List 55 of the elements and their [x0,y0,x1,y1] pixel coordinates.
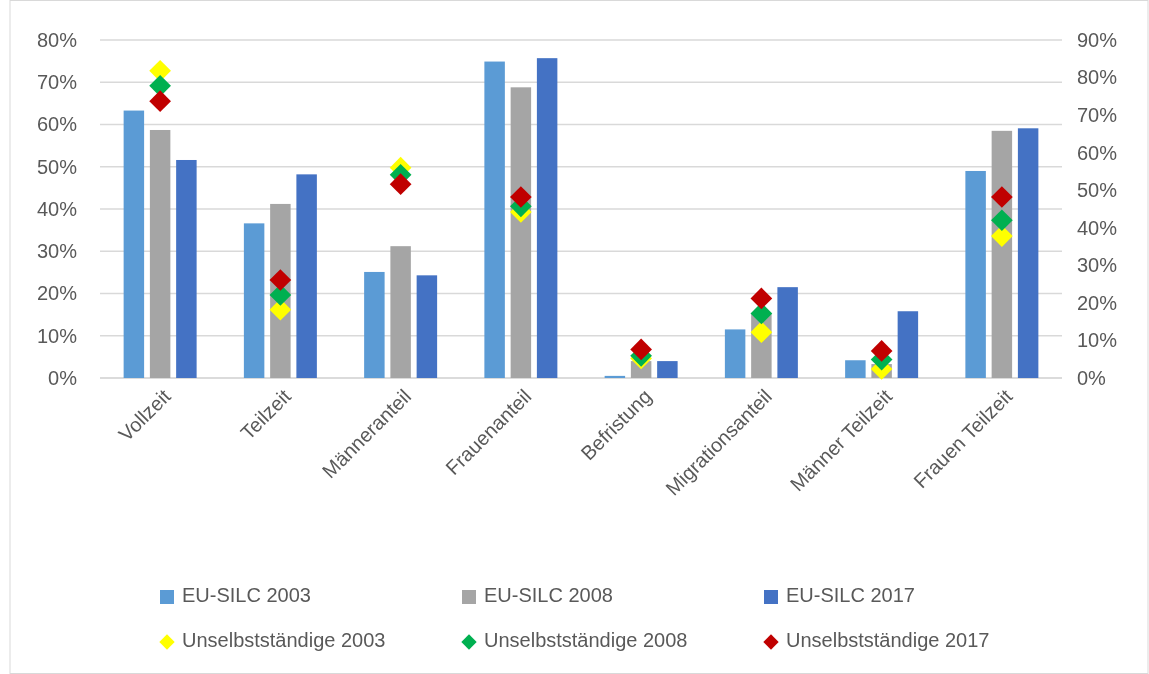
y-tick-label: 80% [36,28,78,51]
bar [416,275,438,378]
y-tick-label: 0% [48,366,78,389]
legend-label: EU-SILC 2008 [484,584,613,607]
bar [897,311,919,378]
y-tick-label: 50% [36,155,78,178]
bar [845,360,866,378]
bar [657,361,678,378]
y-tick-label: 30% [36,240,78,263]
point [149,90,171,113]
y2-tick-label: 90% [1077,28,1118,51]
point [630,338,652,361]
legend-label: Unselbstständige 2008 [484,629,688,652]
y2-tick-label: 60% [1077,141,1118,164]
y2-tick-label: 50% [1077,179,1118,202]
point [750,321,773,344]
y2-tick-label: 80% [1077,66,1118,89]
bar [965,170,986,378]
bar [364,271,385,378]
point [991,209,1013,232]
point [870,340,893,362]
bar [510,87,532,378]
y-tick-label: 70% [36,71,78,94]
bar [1017,128,1039,378]
bar [484,61,505,378]
y-tick-label: 20% [36,282,78,305]
y-tick-label: 40% [36,197,78,220]
y2-tick-label: 30% [1077,254,1118,277]
y2-tick-label: 40% [1077,216,1118,239]
bar [536,58,558,378]
point [750,287,773,310]
bar [149,129,171,378]
y2-tick-label: 20% [1077,291,1118,314]
point [991,225,1013,247]
legend-label: EU-SILC 2017 [786,584,915,607]
legend-label: EU-SILC 2003 [182,584,311,607]
point [510,186,532,208]
bar [777,287,798,378]
bar [724,329,746,378]
point [389,173,412,196]
bar [176,159,197,378]
y2-tick-label: 0% [1077,366,1107,389]
bar [604,375,626,378]
y2-tick-label: 70% [1077,104,1118,127]
bar [390,246,411,378]
point [991,186,1013,208]
bar [296,174,317,378]
bar [123,110,145,378]
y-tick-label: 10% [36,324,78,347]
legend-label: Unselbstständige 2017 [786,629,990,652]
y-tick-label: 60% [36,113,78,136]
y2-tick-label: 10% [1077,329,1118,352]
point [269,269,292,291]
bar [243,223,265,378]
legend-label: Unselbstständige 2003 [182,629,386,652]
